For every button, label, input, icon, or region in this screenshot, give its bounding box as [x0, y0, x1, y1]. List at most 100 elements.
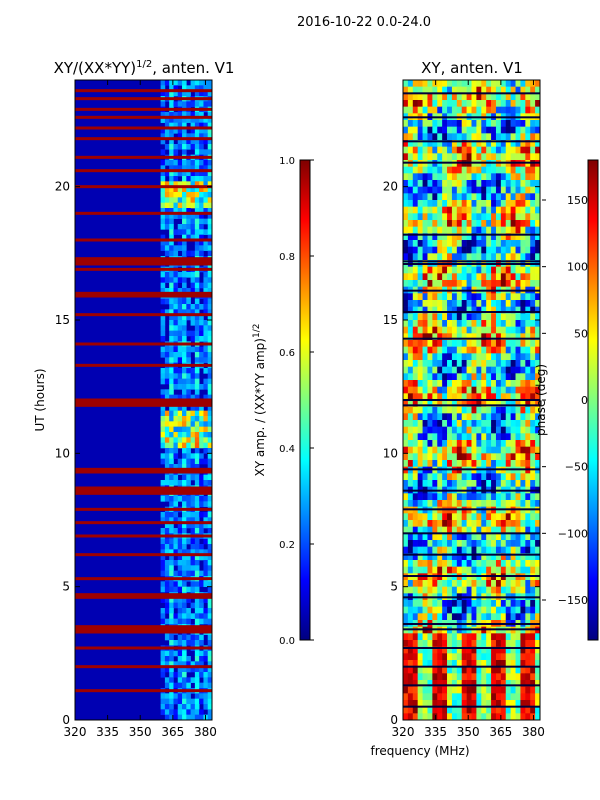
heatmap-cell: [491, 706, 497, 714]
heatmap-cell: [422, 306, 428, 314]
heatmap-cell: [164, 560, 170, 566]
heatmap-cell: [417, 473, 423, 481]
heatmap-cell: [491, 386, 497, 394]
heatmap-cell: [412, 640, 418, 647]
heatmap-cell: [407, 166, 414, 174]
heatmap-cell: [515, 140, 521, 147]
heatmap-cell: [173, 394, 179, 401]
heatmap-cell: [173, 352, 179, 358]
amplitude-plot-frame: [74, 79, 213, 721]
heatmap-cell: [422, 660, 428, 667]
heatmap-cell: [203, 693, 209, 699]
heatmap-cell: [500, 653, 507, 661]
heatmap-cell: [190, 176, 196, 182]
heatmap-cell: [471, 213, 477, 221]
heatmap-cell: [190, 197, 196, 203]
heatmap-cell: [427, 193, 433, 201]
heatmap-cell: [173, 693, 179, 699]
heatmap-cell: [417, 440, 423, 447]
heatmap-cell: [451, 646, 458, 654]
heatmap-cell: [407, 273, 414, 281]
heatmap-cell: [495, 366, 502, 374]
heatmap-cell: [422, 700, 428, 707]
heatmap-cell: [186, 186, 191, 193]
heatmap-cell: [456, 660, 463, 667]
heatmap-cell: [417, 100, 423, 107]
heatmap-cell: [190, 549, 196, 555]
heatmap-cell: [481, 393, 487, 401]
heatmap-cell: [515, 106, 521, 114]
heatmap-cell: [203, 336, 209, 342]
heatmap-cell: [186, 453, 191, 459]
heatmap-cell: [194, 442, 200, 449]
heatmap-cell: [407, 106, 414, 114]
heatmap-cell: [160, 213, 166, 219]
heatmap-cell: [486, 400, 492, 407]
heatmap-cell: [481, 246, 487, 254]
heatmap-cell: [199, 570, 204, 577]
heatmap-cell: [481, 406, 487, 414]
heatmap-cell: [177, 570, 183, 577]
amplitude-title-main: XY/(XX*YY): [54, 59, 137, 77]
heatmap-cell: [520, 206, 526, 214]
heatmap-cell: [207, 277, 213, 283]
heatmap-cell: [203, 149, 209, 155]
heatmap-cell: [442, 140, 448, 147]
heatmap-cell: [412, 140, 418, 147]
heatmap-cell: [407, 186, 414, 194]
heatmap-cell: [515, 673, 521, 681]
heatmap-cell: [442, 500, 448, 507]
heatmap-cell: [186, 474, 191, 481]
heatmap-cell: [177, 117, 183, 123]
heatmap-cell: [447, 460, 453, 467]
heatmap-cell: [194, 213, 200, 219]
heatmap-cell: [510, 713, 516, 721]
heatmap-cell: [422, 333, 428, 341]
heatmap-cell: [407, 686, 414, 694]
heatmap-cell: [207, 165, 213, 171]
heatmap-cell: [500, 693, 507, 701]
heatmap-cell: [407, 480, 414, 487]
heatmap-cell: [412, 713, 418, 721]
heatmap-cell: [417, 206, 423, 214]
heatmap-cell: [160, 133, 166, 139]
heatmap-cell: [491, 666, 497, 674]
heatmap-cell: [194, 560, 200, 566]
heatmap-cell: [437, 393, 443, 401]
heatmap-cell: [530, 253, 536, 261]
heatmap-cell: [486, 580, 492, 587]
heatmap-cell: [500, 580, 507, 587]
heatmap-cell: [461, 226, 467, 234]
heatmap-cell: [491, 133, 497, 141]
heatmap-cell: [500, 546, 507, 554]
heatmap-cell: [403, 86, 409, 94]
heatmap-cell: [491, 453, 497, 461]
heatmap-cell: [515, 533, 521, 541]
heatmap-cell: [169, 149, 174, 155]
heatmap-cell: [432, 253, 438, 261]
heatmap-cell: [471, 293, 477, 301]
heatmap-cell: [190, 234, 196, 241]
heatmap-cell: [190, 336, 196, 342]
heatmap-cell: [422, 706, 428, 714]
heatmap-cell: [461, 93, 467, 101]
heatmap-cell: [530, 346, 536, 354]
heatmap-cell: [461, 306, 467, 314]
heatmap-cell: [530, 473, 536, 481]
heatmap-cell: [535, 526, 541, 534]
heatmap-cell: [173, 672, 179, 678]
x-tick-label: 350: [457, 725, 480, 739]
heatmap-cell: [407, 133, 414, 141]
heatmap-cell: [481, 266, 487, 274]
heatmap-cell: [207, 677, 213, 683]
heatmap-cell: [403, 280, 409, 287]
heatmap-cell: [173, 272, 179, 278]
heatmap-cell: [199, 544, 204, 550]
heatmap-cell: [510, 326, 516, 334]
heatmap-cell: [510, 373, 516, 381]
heatmap-cell: [407, 233, 414, 241]
heatmap-cell: [182, 560, 187, 566]
heatmap-cell: [182, 565, 187, 571]
heatmap-cell: [500, 520, 507, 527]
heatmap-cell: [432, 433, 438, 441]
